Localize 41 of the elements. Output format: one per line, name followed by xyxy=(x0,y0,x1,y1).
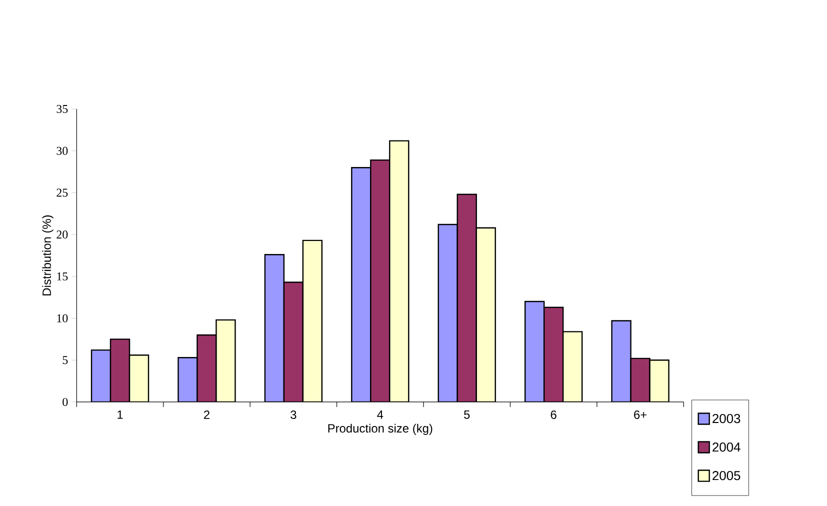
bar xyxy=(524,300,545,402)
bar xyxy=(264,254,285,402)
bar xyxy=(543,306,564,402)
bar xyxy=(128,354,150,402)
y-tick-label: 0 xyxy=(62,398,68,406)
y-tick-label: 20 xyxy=(56,230,68,239)
bar xyxy=(90,349,112,402)
y-axis-title: Distribution (%) xyxy=(42,215,54,296)
y-tick-label: 15 xyxy=(57,272,68,280)
x-tick-label: 5 xyxy=(464,410,470,419)
bar xyxy=(630,358,650,402)
bar xyxy=(283,282,304,402)
x-tick-label: 6 xyxy=(550,410,556,419)
x-tick-label: 4 xyxy=(377,410,384,419)
y-tick-label: 5 xyxy=(62,356,68,364)
bar xyxy=(196,334,217,402)
y-tick-label: 30 xyxy=(56,146,68,155)
bar xyxy=(351,166,372,402)
bar xyxy=(389,140,410,402)
bar xyxy=(178,357,198,402)
bar xyxy=(438,224,458,402)
bar xyxy=(649,360,670,402)
bar xyxy=(562,331,583,402)
x-axis-title: Production size (kg) xyxy=(328,424,432,435)
x-tick-label: 2 xyxy=(204,410,210,419)
bar xyxy=(110,338,130,402)
legend-label: 2004 xyxy=(712,442,740,452)
legend-label: 2005 xyxy=(712,471,740,480)
y-tick-label: 25 xyxy=(56,188,68,197)
x-tick-label: 1 xyxy=(118,410,123,419)
y-tick-label: 10 xyxy=(57,314,68,322)
x-tick-label: 3 xyxy=(290,410,296,419)
bar xyxy=(216,319,236,402)
y-tick-label: 35 xyxy=(56,104,68,113)
legend-label: 2003 xyxy=(712,414,740,424)
bar xyxy=(370,159,390,402)
x-tick-label: 6+ xyxy=(634,410,647,419)
bar xyxy=(302,240,323,402)
bar xyxy=(476,227,496,402)
bar xyxy=(611,320,632,402)
bar xyxy=(456,194,477,402)
